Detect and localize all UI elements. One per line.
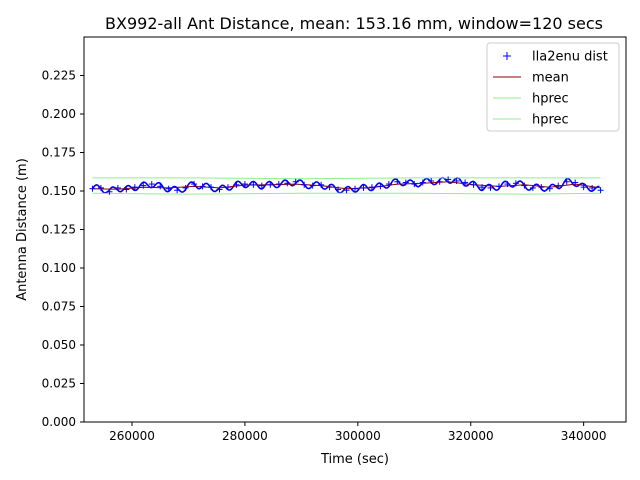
distance-point [326, 184, 333, 191]
x-tick-label: 340000 [561, 429, 607, 443]
distance-point [453, 177, 460, 184]
distance-point [572, 179, 579, 186]
y-tick-label: 0.200 [42, 107, 76, 121]
hprec-line [92, 177, 601, 180]
distance-point [411, 181, 418, 188]
distance-point [428, 177, 435, 184]
x-tick-label: 300000 [335, 429, 381, 443]
distance-point [250, 181, 257, 188]
distance-point [343, 187, 350, 194]
chart-title: BX992-all Ant Distance, mean: 153.16 mm,… [105, 14, 603, 33]
y-tick-label: 0.075 [42, 300, 76, 314]
x-tick-label: 260000 [109, 429, 155, 443]
x-axis: 260000 280000 300000 320000 340000 [109, 422, 607, 443]
distance-point [538, 184, 545, 191]
distance-point [479, 184, 486, 191]
distance-point [563, 178, 570, 185]
distance-point [521, 182, 528, 189]
distance-point [292, 178, 299, 185]
y-tick-label: 0.100 [42, 261, 76, 275]
distance-point [165, 185, 172, 192]
distance-point [360, 184, 367, 191]
distance-point [385, 181, 392, 188]
y-axis-label: Antenna Distance (m) [15, 158, 30, 301]
y-axis: 0.000 0.025 0.050 0.075 0.100 0.125 0.150 0.175… [42, 69, 84, 429]
distance-point [419, 179, 426, 186]
distance-point [284, 180, 291, 187]
legend-label: mean [532, 71, 569, 86]
distance-point [97, 184, 104, 191]
y-tick-label: 0.050 [42, 338, 76, 352]
distance-point [377, 183, 384, 190]
y-tick-label: 0.150 [42, 184, 76, 198]
distance-point [580, 184, 587, 191]
distance-point [148, 181, 155, 188]
distance-point [589, 184, 596, 191]
distance-point [436, 178, 443, 185]
distance-point [462, 179, 469, 186]
distance-point [216, 186, 223, 193]
distance-point [487, 184, 494, 191]
distance-point [529, 184, 536, 191]
legend-label: hprec [532, 113, 569, 128]
distance-point [402, 179, 409, 186]
distance-point [224, 184, 231, 191]
distance-point [301, 181, 308, 188]
distance-point [131, 184, 138, 191]
distance-point [191, 181, 198, 188]
y-tick-label: 0.225 [42, 69, 76, 83]
distance-point [470, 181, 477, 188]
y-tick-label: 0.125 [42, 223, 76, 237]
distance-point [368, 184, 375, 191]
distance-point [555, 182, 562, 189]
y-tick-label: 0.000 [42, 415, 76, 429]
distance-point [309, 182, 316, 189]
distance-point [546, 185, 553, 192]
distance-point [174, 187, 181, 194]
distance-point [157, 183, 164, 190]
distance-point [318, 181, 325, 188]
distance-point [182, 184, 189, 191]
hprec-line [92, 192, 601, 195]
distance-point [106, 188, 113, 195]
distance-point [275, 181, 282, 188]
distance-point [495, 183, 502, 190]
distance-point [267, 181, 274, 188]
legend: lla2enu dist mean hprec hprec [486, 42, 620, 132]
x-tick-label: 320000 [448, 429, 494, 443]
legend-box [486, 42, 620, 132]
distance-point [114, 184, 121, 191]
x-axis-label: Time (sec) [320, 452, 389, 467]
distance-point [394, 178, 401, 185]
legend-label: lla2enu dist [532, 50, 608, 65]
distance-point [512, 180, 519, 187]
distance-point [445, 176, 452, 183]
distance-point [258, 182, 265, 189]
series-layer [89, 176, 604, 195]
distance-point [123, 186, 130, 193]
distance-point [335, 186, 342, 193]
distance-point [199, 183, 206, 190]
distance-point [352, 185, 358, 192]
distance-point [208, 184, 215, 191]
distance-point [241, 181, 248, 188]
distance-point [140, 182, 147, 189]
legend-label: hprec [532, 92, 569, 107]
distance-point [597, 187, 604, 194]
x-tick-label: 280000 [222, 429, 268, 443]
distance-point [233, 181, 240, 188]
y-tick-label: 0.175 [42, 146, 76, 160]
distance-point [504, 181, 511, 188]
distance-point [89, 185, 96, 192]
y-tick-label: 0.025 [42, 377, 76, 391]
